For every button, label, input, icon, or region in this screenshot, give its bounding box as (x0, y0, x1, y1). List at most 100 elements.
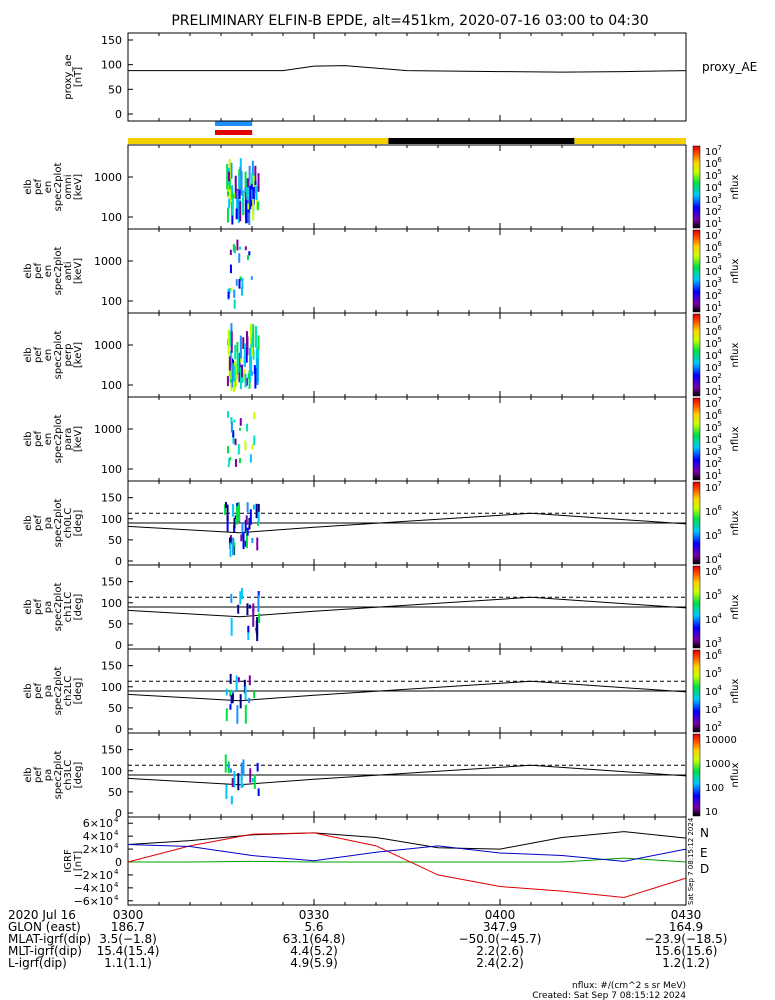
spectrogram-cell (244, 171, 247, 197)
colorbar-tick-label: 10 (705, 411, 718, 422)
spectrogram-cell (233, 289, 236, 298)
colorbar (692, 649, 701, 733)
spectrogram-cell (245, 200, 248, 224)
science-interval-blue (215, 121, 253, 126)
spectrogram-cell (230, 367, 233, 380)
pa-spectrogram-cell (257, 591, 260, 598)
loss-cone-solid (127, 512, 687, 534)
y-tick-label: 150 (101, 492, 122, 505)
x-axis-row-value: 3.5(−1.8) (99, 932, 157, 946)
pa-spectrogram-cell (255, 503, 258, 519)
colorbar-tick-label: 10 (705, 669, 718, 680)
igrf-series-N (127, 831, 687, 850)
colorbar-tick-label: 10 (705, 327, 718, 338)
colorbar-tick-label: 10 (705, 387, 718, 398)
footer-created: Created: Sat Sep 7 08:15:12 2024 (532, 991, 686, 1000)
pa-spectrogram-cell (234, 515, 237, 520)
colorbar-tick-label: 10 (705, 639, 718, 650)
spectrogram-cell (235, 279, 238, 286)
pa-spectrogram-cell (257, 503, 260, 512)
x-axis-row-value: 1.1(1.1) (104, 956, 152, 970)
pa-spectrogram-cell (237, 604, 240, 614)
y-tick-label: 100 (101, 295, 122, 308)
y-tick-label: 1000 (94, 339, 122, 352)
spectrogram-cell (237, 444, 240, 455)
colorbar-tick-exponent: 2 (717, 456, 721, 464)
pa-spectrogram-cell (258, 613, 261, 623)
spectrogram-cell (226, 164, 229, 190)
colorbar-tick-exponent: 1 (717, 300, 721, 308)
spectrogram-cell (249, 323, 252, 346)
colorbar-tick-exponent: 6 (717, 240, 722, 248)
y-axis-label-line: en (43, 265, 54, 278)
loss-cone-solid (127, 764, 687, 786)
y-tick-exponent: 4 (114, 881, 119, 889)
y-tick-exponent: 4 (114, 842, 119, 850)
colorbar-label: nflux (730, 342, 741, 367)
y-axis-label-line: omni (63, 175, 74, 200)
spectrogram-cell (244, 373, 247, 388)
spectrogram-cell (230, 287, 233, 291)
colorbar-tick-label: 10 (705, 291, 718, 302)
y-tick-label: 50 (108, 702, 122, 715)
colorbar-tick-exponent: 1 (717, 216, 721, 224)
colorbar (692, 229, 701, 313)
colorbar (692, 145, 701, 229)
y-tick-label: −4×10 (74, 882, 113, 895)
y-tick-label: 1000 (94, 171, 122, 184)
colorbar (692, 733, 701, 817)
spectrogram-cell (231, 185, 234, 200)
pa-spectrogram-cell (233, 517, 236, 529)
pa-spectrogram-cell (248, 675, 251, 686)
colorbar-tick-exponent: 5 (717, 528, 721, 536)
pa-spectrogram-cell (244, 540, 247, 547)
pa-spectrogram-cell (242, 783, 245, 787)
y-tick-label: 150 (101, 660, 122, 673)
pa-spectrogram-cell (229, 704, 232, 710)
spectrogram-cell (239, 418, 242, 426)
colorbar-tick-exponent: 5 (717, 666, 721, 674)
spectrogram-cell (233, 365, 236, 387)
pa-spectrogram-cell (252, 504, 255, 510)
spectrogram-cell (240, 171, 243, 196)
spectrogram-cell (252, 180, 255, 205)
footer-units: nflux: #/(cm^2 s sr MeV) (572, 981, 686, 991)
colorbar-tick-exponent: 4 (717, 348, 722, 356)
y-axis-label-line: pef (33, 431, 44, 448)
spectrogram-cell (242, 337, 245, 349)
y-axis-label-line: ch1LC (63, 592, 74, 623)
y-tick-label: 50 (108, 83, 122, 96)
y-axis-label-line: elb (23, 599, 34, 614)
y-axis-label-line: elb (23, 431, 34, 446)
colorbar-tick-exponent: 5 (717, 336, 721, 344)
y-axis-label-line: pef (33, 263, 44, 280)
colorbar-tick-exponent: 7 (717, 396, 721, 404)
spectrogram-cell (241, 364, 244, 378)
pa-spectrogram-cell (252, 608, 255, 627)
pa-spectrogram-cell (237, 502, 240, 522)
spectrogram-cell (227, 446, 230, 454)
colorbar-tick-exponent: 6 (717, 324, 722, 332)
colorbar-tick-exponent: 6 (717, 648, 722, 656)
spectrogram-cell (238, 184, 241, 200)
spectrogram-cell (226, 191, 229, 196)
colorbar-label: nflux (730, 174, 741, 199)
y-tick-label: 50 (108, 618, 122, 631)
spectrogram-cell (255, 326, 258, 348)
colorbar-tick-label: 10 (705, 471, 718, 482)
colorbar-tick-label: 10 (705, 195, 718, 206)
spectrogram-cell (227, 329, 230, 355)
igrf-series-E (128, 857, 687, 863)
pa-spectrogram-cell (240, 534, 243, 542)
pa-spectrogram-cell (251, 777, 254, 783)
spectrogram-cell (231, 362, 234, 388)
pa-spectrogram-cell (248, 604, 251, 609)
spectrogram-cell (255, 348, 258, 367)
panel-frame (127, 144, 687, 230)
pa-spectrogram-cell (253, 774, 256, 789)
spectrogram-cell (226, 375, 229, 387)
colorbar-tick-exponent: 5 (717, 588, 721, 596)
